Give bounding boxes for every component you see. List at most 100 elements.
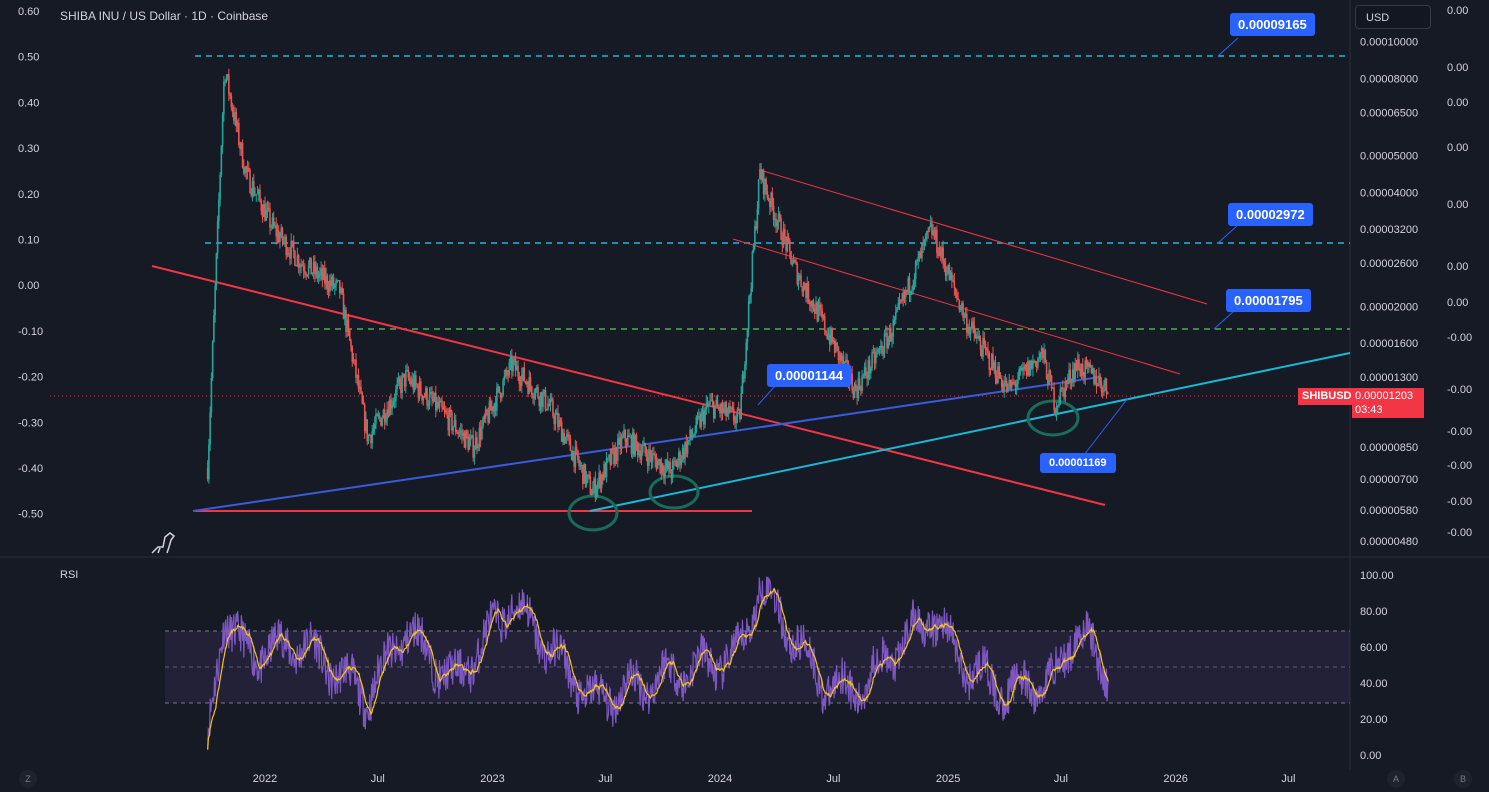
candle-body xyxy=(587,474,589,477)
candle-body xyxy=(605,457,608,478)
candle-body xyxy=(628,435,630,437)
circle-marker-2[interactable] xyxy=(648,474,700,510)
candle-body xyxy=(223,81,225,115)
candle-body xyxy=(876,351,878,355)
circle-marker-3[interactable] xyxy=(1026,399,1080,437)
candle-body xyxy=(951,272,953,281)
candle-body xyxy=(360,386,362,393)
candle-body xyxy=(645,452,648,458)
candle-body xyxy=(357,375,360,389)
callout-pointer-5 xyxy=(1083,397,1129,456)
candle-body xyxy=(750,288,752,296)
candle-body xyxy=(689,429,691,440)
left-tick: -0.40 xyxy=(18,463,43,475)
candle-body xyxy=(585,476,588,485)
candle-body xyxy=(1105,378,1108,393)
candle-body xyxy=(896,308,898,313)
candle-body xyxy=(911,290,913,292)
candle-body xyxy=(861,376,863,391)
candle-body xyxy=(741,374,744,394)
trendline-drawings[interactable] xyxy=(50,37,1351,532)
candle-body xyxy=(568,434,570,438)
candle-body xyxy=(712,401,715,419)
currency-selector[interactable]: USD xyxy=(1355,5,1431,29)
trendline-red-channel[interactable] xyxy=(732,238,1181,375)
candle-body xyxy=(1027,360,1029,376)
candle-body xyxy=(1048,370,1050,386)
candle-body xyxy=(286,252,289,256)
candle-body xyxy=(629,436,632,438)
candle-body xyxy=(1040,348,1043,353)
candle-body xyxy=(458,431,461,434)
candle-body xyxy=(502,380,504,395)
candle-body xyxy=(426,388,428,406)
auto-scale-icon[interactable]: A xyxy=(1387,770,1405,788)
candle-body xyxy=(538,397,541,406)
trendline-blue[interactable] xyxy=(192,376,1101,512)
candle-body xyxy=(797,278,800,285)
candle-body xyxy=(410,379,412,385)
trendline-red-upper[interactable] xyxy=(759,169,1208,305)
candle-body xyxy=(240,142,243,150)
candle-body xyxy=(1095,375,1098,387)
candle-body xyxy=(724,402,726,410)
candle-body xyxy=(801,286,804,292)
candle-body xyxy=(1063,388,1065,398)
candle-body xyxy=(241,142,244,168)
candle-body xyxy=(483,416,486,419)
circle-marker-1[interactable] xyxy=(567,494,619,532)
candle-body xyxy=(762,170,765,195)
trendline-red-long[interactable] xyxy=(151,265,1106,506)
candle-body xyxy=(929,222,932,227)
candle-body xyxy=(812,300,815,310)
candle-body xyxy=(978,335,981,341)
price-tick: 0.00001300 xyxy=(1360,372,1418,384)
callout-label-5[interactable]: 0.00001169 xyxy=(1040,453,1116,473)
left-tick: 0.40 xyxy=(18,97,39,109)
candle-body xyxy=(694,431,696,436)
callout-label-4[interactable]: 0.00001144 xyxy=(767,364,851,387)
candle-body xyxy=(214,286,216,316)
candle-body xyxy=(517,366,519,377)
countdown-timer: 03:43 xyxy=(1355,404,1383,416)
candle-body xyxy=(946,273,948,276)
candle-body xyxy=(1044,350,1047,363)
candle-body xyxy=(901,300,903,302)
candle-body xyxy=(934,229,937,239)
log-scale-icon[interactable]: B xyxy=(1454,770,1472,788)
trendline-cyan[interactable] xyxy=(589,352,1351,512)
candle-body xyxy=(345,309,347,332)
candle-body xyxy=(548,403,551,406)
callout-label-3[interactable]: 0.00001795 xyxy=(1226,289,1311,312)
candle-body xyxy=(415,375,417,385)
candle-body xyxy=(260,200,263,211)
timezone-icon[interactable]: Z xyxy=(19,770,37,788)
candle-body xyxy=(985,349,988,351)
callout-label-1[interactable]: 0.00009165 xyxy=(1230,13,1315,36)
candle-body xyxy=(590,494,593,496)
candle-body xyxy=(947,264,949,274)
candle-body xyxy=(322,268,325,280)
right-tick: 0.00 xyxy=(1447,261,1468,273)
candle-body xyxy=(218,199,220,222)
candle-body xyxy=(1069,369,1072,383)
candle-body xyxy=(418,381,421,398)
candle-body xyxy=(1004,380,1007,384)
candle-body xyxy=(392,401,395,405)
candle-body xyxy=(787,236,790,241)
callout-label-2[interactable]: 0.00002972 xyxy=(1228,203,1313,226)
candle-body xyxy=(289,253,291,259)
candle-body xyxy=(433,392,436,402)
candle-body xyxy=(1015,384,1018,388)
candle-body xyxy=(224,81,226,83)
candle-body xyxy=(658,459,660,462)
candle-body xyxy=(644,442,647,453)
candle-body xyxy=(377,415,380,417)
rsi-tick: 80.00 xyxy=(1360,606,1388,618)
candle-body xyxy=(478,427,481,447)
candle-body xyxy=(994,362,997,378)
candle-body xyxy=(1035,361,1038,368)
current-price-badge: 0.00001203 03:43 xyxy=(1352,388,1424,418)
candle-body xyxy=(246,167,249,173)
